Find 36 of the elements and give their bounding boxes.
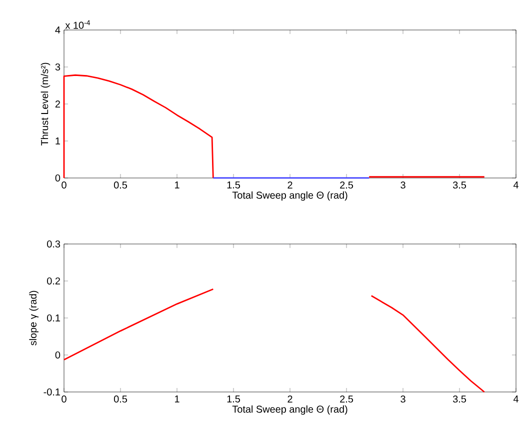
x-tick-label: 1.5 bbox=[227, 396, 240, 402]
x-axis-title: Total Sweep angle Θ (rad) bbox=[232, 191, 348, 201]
x-tick-label: 3.5 bbox=[452, 396, 466, 403]
line-series bbox=[63, 288, 214, 360]
text: x 10$^{-4}$ bbox=[65, 20, 90, 29]
x-axis-title: Total Sweep angle Θ (rad) bbox=[232, 405, 348, 415]
x-tick-label: 4 bbox=[513, 182, 518, 188]
y-axis-title: Thrust Level (m/s²) bbox=[40, 62, 50, 146]
y-tick-label: -0.1 bbox=[44, 388, 60, 396]
x-tick-label: 1 bbox=[175, 396, 180, 402]
x-tick-label: 0 bbox=[62, 182, 66, 189]
y-tick-label: 1 bbox=[56, 138, 60, 144]
y-tick-label: 0.3 bbox=[47, 240, 60, 248]
y-axis-title: slope γ (rad) bbox=[29, 290, 38, 346]
x-tick-label: 0 bbox=[62, 396, 66, 403]
x-tick-label: 3 bbox=[400, 182, 406, 189]
y-tick-label: 2 bbox=[55, 100, 60, 108]
line-series bbox=[63, 74, 214, 179]
x-tick-label: 0.5 bbox=[114, 182, 128, 189]
x-tick-label: 2.5 bbox=[340, 182, 354, 189]
x-tick-label: 3.5 bbox=[452, 182, 466, 189]
x-tick-label: 2.5 bbox=[340, 396, 354, 403]
x-tick-label: 2 bbox=[288, 182, 292, 188]
x-tick-label: 2 bbox=[288, 396, 292, 402]
x-tick-label: 1 bbox=[175, 182, 180, 188]
x-tick-label: 3 bbox=[400, 396, 406, 403]
line-series bbox=[370, 295, 486, 393]
x-tick-label: 0.5 bbox=[114, 396, 128, 403]
y-tick-label: 0 bbox=[55, 174, 60, 182]
y-tick-label: 0.1 bbox=[47, 314, 60, 322]
y-tick-label: 0.2 bbox=[47, 277, 60, 285]
y-tick-label: 3 bbox=[55, 63, 60, 71]
y-tick-label: 4 bbox=[55, 26, 60, 34]
x-tick-label: 1.5 bbox=[227, 182, 240, 188]
x-tick-label: 4 bbox=[513, 396, 518, 402]
y-tick-label: 0 bbox=[55, 351, 60, 359]
